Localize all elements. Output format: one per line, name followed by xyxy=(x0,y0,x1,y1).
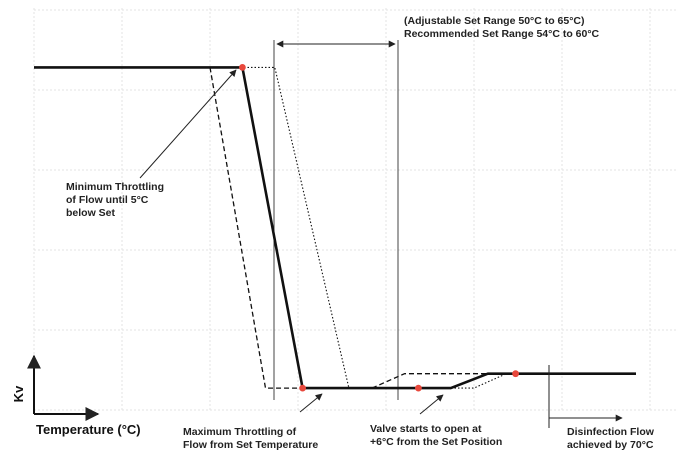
axis-indicator xyxy=(27,354,100,421)
series-layer xyxy=(34,66,636,390)
valve-open-point-marker xyxy=(415,384,422,392)
min-throttling-point-marker xyxy=(239,64,246,71)
disinfection-line-1: Disinfection Flow xyxy=(567,426,655,438)
valve-open-leader xyxy=(419,394,444,415)
max-throttling-point-marker xyxy=(299,384,306,392)
set-range-label: (Adjustable Set Range 50°C to 65°C) Reco… xyxy=(404,15,600,40)
set-range-line-2: Recommended Set Range 54°C to 60°C xyxy=(404,28,600,40)
max-throttling-leader xyxy=(299,393,323,413)
valve-open-label: Valve starts to open at +6°C from the Se… xyxy=(370,423,502,448)
marker-layer xyxy=(239,64,519,392)
max-throttling-line-1: Maximum Throttling of xyxy=(183,426,297,438)
set-range-line-1: (Adjustable Set Range 50°C to 65°C) xyxy=(404,15,585,27)
max-throttling-label: Maximum Throttling of Flow from Set Temp… xyxy=(183,426,318,451)
max-throttling-line-2: Flow from Set Temperature xyxy=(183,439,318,451)
series-dotted-line xyxy=(34,66,636,389)
disinfection-point-marker xyxy=(512,370,519,378)
min-throttling-leader xyxy=(139,69,237,179)
disinfection-label: Disinfection Flow achieved by 70°C xyxy=(567,426,657,451)
series-dashed-line xyxy=(34,66,636,389)
grid xyxy=(33,8,676,412)
y-axis-label: Kv xyxy=(11,385,26,402)
min-throttling-line-3: below Set xyxy=(66,207,116,219)
min-throttling-label: Minimum Throttling of Flow until 5°C bel… xyxy=(66,181,167,219)
min-throttling-line-1: Minimum Throttling xyxy=(66,181,164,193)
series-solid-line xyxy=(34,66,636,390)
x-axis-label: Temperature (°C) xyxy=(36,422,141,437)
disinfection-line-2: achieved by 70°C xyxy=(567,439,654,451)
valve-open-line-1: Valve starts to open at xyxy=(370,423,482,435)
min-throttling-line-2: of Flow until 5°C xyxy=(66,194,149,206)
valve-open-line-2: +6°C from the Set Position xyxy=(370,436,502,448)
set-range-bracket xyxy=(273,40,399,400)
annotation-leaders xyxy=(139,69,623,428)
